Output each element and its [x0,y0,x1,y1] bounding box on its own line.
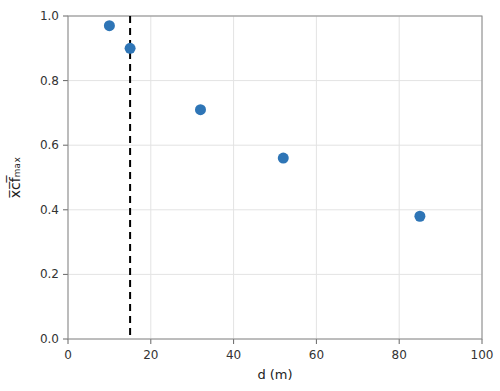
tick-label-x: 100 [471,348,494,362]
chart: 0 20 40 60 80 100 0.0 0.2 0.4 0.6 0.8 1.0 d (m) x̅c̅f… [0,0,500,391]
grid-line-y [68,145,482,146]
tick-x [482,339,483,344]
x-axis-label: d (m) [257,367,292,382]
chart-container: 0 20 40 60 80 100 0.0 0.2 0.4 0.6 0.8 1.0 d (m) x̅c̅f… [0,0,500,391]
scatter-point [414,211,425,222]
tick-label-x: 80 [392,348,407,362]
tick-label-y: 0.4 [40,203,59,217]
grid-line-x [150,16,151,339]
tick-label-y: 0.0 [40,332,59,346]
tick-label-x: 40 [226,348,241,362]
tick-label-y: 0.8 [40,74,59,88]
tick-label-y: 1.0 [40,9,59,23]
tick-x [233,339,234,344]
tick-x [68,339,69,344]
tick-x [150,339,151,344]
tick-y [63,80,68,81]
tick-label-x: 20 [143,348,158,362]
reference-line [129,16,131,339]
tick-y [63,145,68,146]
tick-y [63,339,68,340]
plot-frame [68,16,482,339]
tick-label-x: 0 [64,348,72,362]
tick-x [399,339,400,344]
scatter-point [195,104,206,115]
axes: 0 20 40 60 80 100 0.0 0.2 0.4 0.6 0.8 1.0 [40,9,494,362]
scatter-point [278,153,289,164]
plot-data [104,16,426,339]
scatter-point [125,43,136,54]
grid-line-x [316,16,317,339]
scatter-point [104,20,115,31]
grid [68,16,482,339]
tick-y [63,274,68,275]
tick-label-y: 0.6 [40,138,59,152]
tick-label-x: 60 [309,348,324,362]
grid-line-x [399,16,400,339]
tick-y [63,16,68,17]
y-axis-label: x̅c̅f̅ₘₐₓ [6,157,23,199]
tick-y [63,209,68,210]
tick-x [316,339,317,344]
grid-line-x [233,16,234,339]
tick-label-y: 0.2 [40,267,59,281]
